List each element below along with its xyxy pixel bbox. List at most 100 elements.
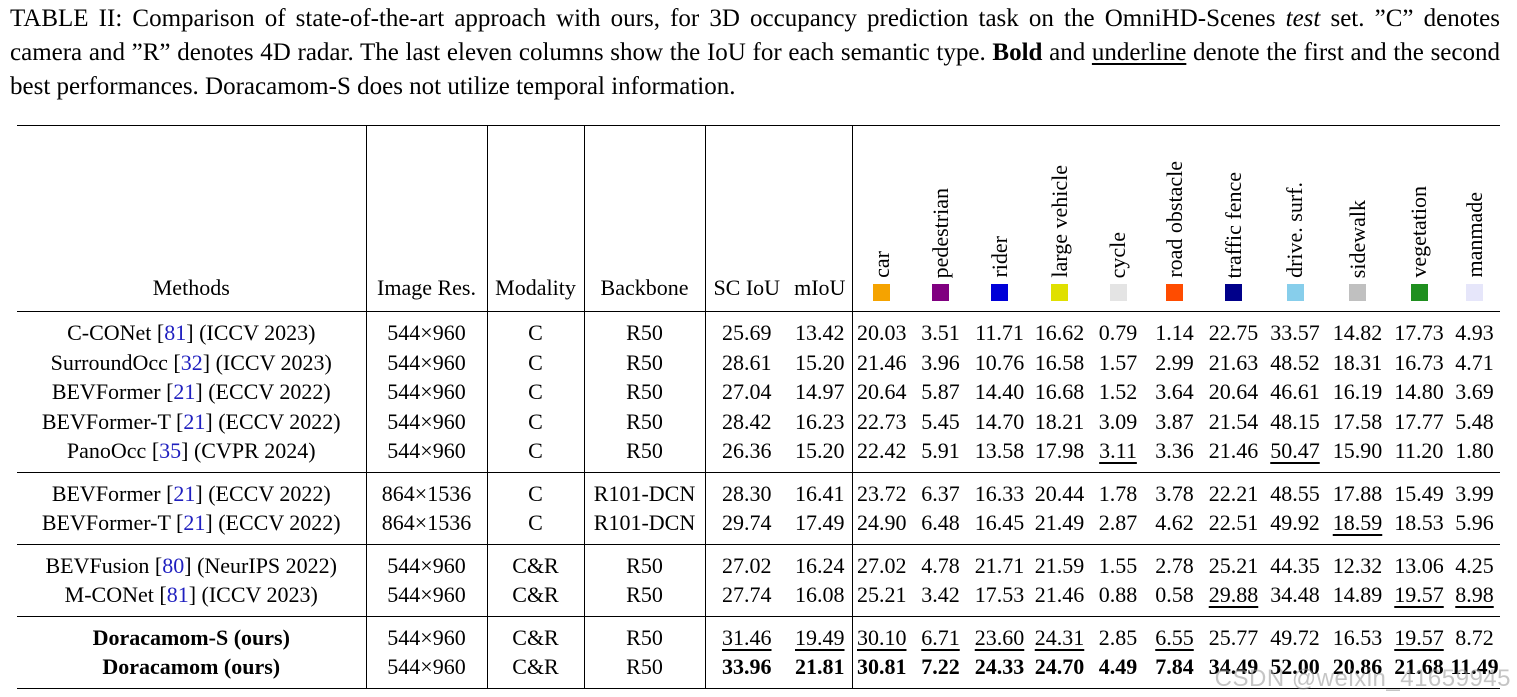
iou-vegetation-cell: 17.77 — [1389, 407, 1449, 437]
iou-pedestrian-cell: 6.71 — [911, 616, 970, 652]
iou-car-cell-value: 20.64 — [857, 379, 907, 405]
citation-link[interactable]: 81 — [164, 320, 187, 346]
iou-rider-cell-value: 14.70 — [974, 408, 1025, 434]
iou-road-obstacle-cell: 6.55 — [1146, 616, 1203, 652]
iou-car-cell: 20.64 — [852, 377, 911, 407]
iou-vegetation-cell-value: 14.80 — [1394, 379, 1444, 405]
method-cell: C-CONet [81] (ICCV 2023) — [17, 311, 367, 348]
sc-iou-cell-value: 29.74 — [722, 510, 772, 536]
iou-rider-cell-value: 14.40 — [974, 379, 1025, 405]
backbone-cell: R101-DCN — [584, 508, 706, 544]
iou-vegetation-cell: 15.49 — [1389, 472, 1449, 508]
image-res-cell-value: 544×960 — [387, 320, 466, 346]
iou-sidewalk-cell-value: 14.89 — [1332, 582, 1383, 608]
row-group: C-CONet [81] (ICCV 2023) 544×960 C R50 25.69… — [17, 311, 1500, 472]
backbone-cell-value: R50 — [626, 408, 663, 434]
image-res-cell-value: 544×960 — [387, 552, 466, 578]
iou-road-obstacle-cell-value: 3.87 — [1155, 408, 1194, 434]
iou-sidewalk-cell-value: 16.53 — [1332, 624, 1383, 650]
backbone-cell: R50 — [584, 377, 706, 407]
iou-cycle-cell-value: 0.88 — [1098, 582, 1138, 608]
miou-cell-value: 15.20 — [795, 349, 845, 375]
image-res-cell: 544×960 — [366, 311, 488, 348]
iou-sidewalk-cell-value: 17.88 — [1332, 480, 1383, 506]
iou-road-obstacle-cell-value: 3.64 — [1155, 379, 1194, 405]
miou-cell-value: 21.81 — [795, 654, 845, 680]
iou-large-vehicle-cell: 21.46 — [1029, 580, 1090, 616]
row-group: BEVFusion [80] (NeurIPS 2022) 544×960 C&R R… — [17, 544, 1500, 616]
table-row: BEVFormer-T [21] (ECCV 2022) 544×960 C R50 2… — [17, 406, 1500, 437]
iou-rider-cell-value: 16.33 — [974, 480, 1025, 506]
iou-drive-surf--cell: 48.52 — [1264, 348, 1326, 378]
iou-traffic-fence-cell-value: 22.51 — [1208, 510, 1259, 536]
modality-cell-value: C&R — [512, 624, 559, 650]
iou-sidewalk-cell-value: 20.86 — [1332, 654, 1383, 680]
iou-rider-cell-value: 16.45 — [974, 510, 1025, 536]
backbone-cell-value: R50 — [626, 379, 663, 405]
citation-link[interactable]: 21 — [173, 379, 196, 405]
class-color-swatch — [1051, 284, 1068, 301]
class-label: manmade — [1461, 192, 1487, 278]
table-row: BEVFormer [21] (ECCV 2022) 864×1536 C R101-… — [17, 472, 1500, 508]
iou-manmade-cell: 4.25 — [1449, 544, 1500, 580]
iou-manmade-cell: 3.99 — [1449, 472, 1500, 508]
iou-traffic-fence-cell: 20.64 — [1203, 377, 1264, 407]
iou-manmade-cell: 4.71 — [1449, 348, 1500, 378]
venue: (ECCV 2022) — [218, 510, 341, 536]
iou-vegetation-cell: 14.80 — [1389, 377, 1449, 407]
iou-rider-cell-value: 24.33 — [974, 654, 1025, 680]
citation-link[interactable]: 21 — [183, 510, 206, 536]
citation-link[interactable]: 35 — [159, 438, 182, 464]
iou-car-cell-value: 21.46 — [857, 349, 907, 375]
iou-large-vehicle-cell-value: 17.98 — [1034, 438, 1085, 464]
iou-large-vehicle-cell-value: 16.58 — [1034, 349, 1085, 375]
citation-link[interactable]: 21 — [183, 408, 206, 434]
method-cell: BEVFormer [21] (ECCV 2022) — [17, 472, 367, 508]
sc-iou-cell-value: 27.74 — [722, 582, 772, 608]
iou-sidewalk-cell: 15.90 — [1326, 436, 1389, 472]
citation-link[interactable]: 32 — [180, 349, 203, 375]
iou-road-obstacle-cell-value: 3.78 — [1155, 480, 1194, 506]
iou-large-vehicle-cell: 21.59 — [1029, 544, 1090, 580]
iou-road-obstacle-cell: 2.78 — [1146, 544, 1203, 580]
iou-cycle-cell-value: 3.09 — [1098, 408, 1138, 434]
iou-road-obstacle-cell-value: 3.36 — [1155, 438, 1194, 464]
iou-large-vehicle-cell-value: 18.21 — [1034, 408, 1085, 434]
citation-link[interactable]: 80 — [162, 552, 185, 578]
iou-cycle-cell: 1.57 — [1090, 348, 1146, 378]
iou-road-obstacle-cell: 3.36 — [1146, 436, 1203, 472]
miou-cell: 13.42 — [788, 311, 853, 348]
iou-large-vehicle-cell: 16.68 — [1029, 377, 1090, 407]
iou-cycle-cell: 4.49 — [1090, 652, 1146, 688]
modality-cell-value: C — [528, 379, 543, 405]
miou-cell: 17.49 — [788, 508, 853, 544]
iou-traffic-fence-cell-value: 25.77 — [1208, 624, 1259, 650]
modality-cell-value: C&R — [512, 582, 559, 608]
citation-link[interactable]: 21 — [173, 480, 196, 506]
iou-manmade-cell-value: 3.69 — [1455, 379, 1494, 405]
row-group: BEVFormer [21] (ECCV 2022) 864×1536 C R101-… — [17, 472, 1500, 544]
modality-cell: C&R — [487, 580, 585, 616]
image-res-cell-value: 544×960 — [387, 438, 466, 464]
class-label: car — [868, 251, 894, 278]
iou-road-obstacle-cell-value: 2.99 — [1155, 349, 1194, 375]
citation-link[interactable]: 81 — [166, 582, 189, 608]
iou-rider-cell: 10.76 — [970, 348, 1029, 378]
header-class-traffic-fence: traffic fence — [1203, 125, 1264, 312]
iou-cycle-cell: 1.55 — [1090, 544, 1146, 580]
iou-manmade-cell-value: 5.48 — [1455, 408, 1494, 434]
iou-pedestrian-cell: 3.42 — [911, 580, 970, 616]
iou-vegetation-cell: 19.57 — [1389, 616, 1449, 652]
modality-cell: C — [487, 406, 585, 436]
iou-vegetation-cell: 21.68 — [1389, 652, 1449, 688]
row-group: Doracamom-S (ours) 544×960 C&R R50 31.46 19.4… — [17, 616, 1500, 688]
header-methods: Methods — [17, 125, 367, 312]
modality-cell: C — [487, 436, 585, 472]
iou-large-vehicle-cell: 20.44 — [1029, 472, 1090, 508]
iou-road-obstacle-cell: 3.87 — [1146, 407, 1203, 437]
modality-cell-value: C — [528, 480, 543, 506]
class-color-swatch — [873, 284, 891, 301]
image-res-cell: 544×960 — [366, 580, 488, 616]
miou-cell-value: 15.20 — [795, 438, 845, 464]
method-name: Doracamom-S (ours) — [92, 624, 290, 650]
